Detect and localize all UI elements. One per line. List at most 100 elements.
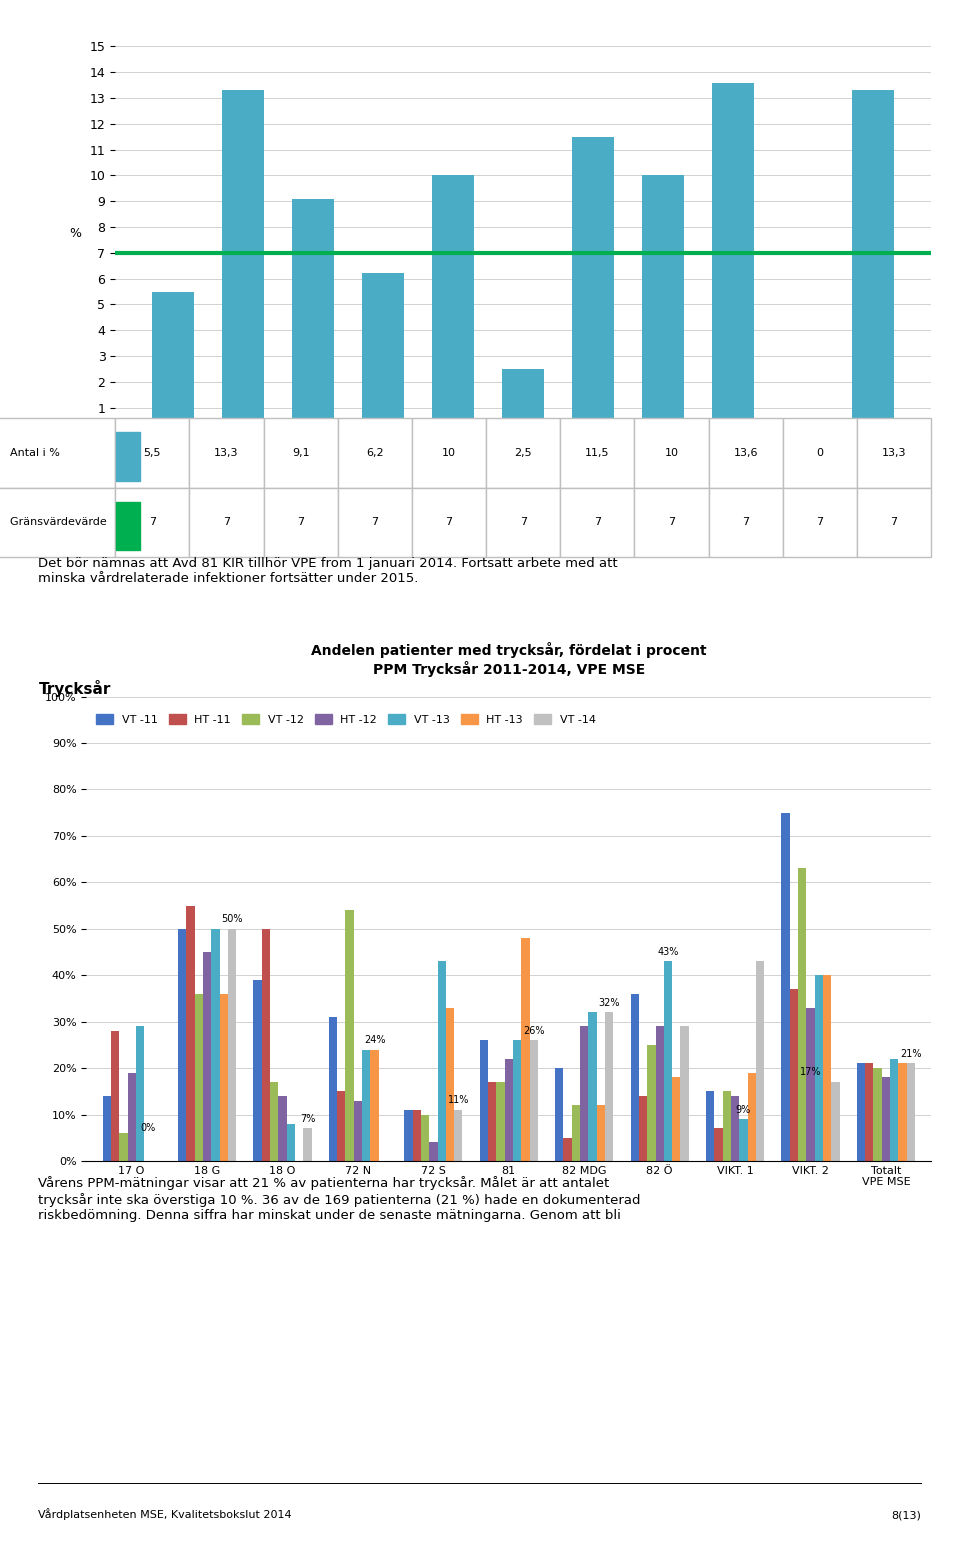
Text: 17%: 17%	[800, 1068, 821, 1077]
Bar	[287, 1124, 295, 1161]
Text: Vårdplatsenheten MSE, Kvalitetsbokslut 2014: Vårdplatsenheten MSE, Kvalitetsbokslut 2…	[38, 1508, 292, 1520]
Bar	[278, 1096, 287, 1161]
Bar	[354, 1101, 362, 1161]
Bar	[404, 1110, 413, 1161]
Bar	[555, 1068, 564, 1161]
Bar	[223, 90, 264, 433]
Text: 26%: 26%	[523, 1026, 544, 1036]
Bar	[781, 813, 790, 1161]
Bar	[116, 502, 140, 550]
Bar	[647, 1045, 656, 1161]
Text: 11%: 11%	[447, 1096, 468, 1105]
Bar	[186, 906, 195, 1161]
Bar	[371, 1050, 378, 1161]
Legend: VT -11, HT -11, VT -12, HT -12, VT -13, HT -13, VT -14: VT -11, HT -11, VT -12, HT -12, VT -13, …	[92, 711, 600, 729]
Bar	[195, 994, 203, 1161]
Bar	[899, 1063, 906, 1161]
Bar	[739, 1119, 748, 1161]
Bar	[857, 1063, 865, 1161]
Bar	[723, 1091, 731, 1161]
Bar	[564, 1138, 572, 1161]
Text: 8(13): 8(13)	[892, 1511, 922, 1520]
Bar	[116, 432, 140, 480]
Bar	[329, 1017, 337, 1161]
Text: Vårens PPM-mätningar visar att 21 % av patienterna har trycksår. Målet är att an: Vårens PPM-mätningar visar att 21 % av p…	[38, 1176, 641, 1221]
Bar	[262, 929, 270, 1161]
Bar	[530, 1040, 538, 1161]
Bar	[445, 1008, 454, 1161]
Bar	[823, 975, 831, 1161]
Bar	[413, 1110, 420, 1161]
Bar	[496, 1082, 505, 1161]
Bar	[605, 1012, 613, 1161]
Bar	[429, 1142, 438, 1161]
Bar	[712, 82, 755, 433]
Bar	[153, 291, 194, 433]
Bar	[454, 1110, 463, 1161]
Bar	[790, 989, 798, 1161]
Bar	[488, 1082, 496, 1161]
Text: Det bör nämnas att Avd 81 KIR tillhör VPE from 1 januari 2014. Fortsatt arbete m: Det bör nämnas att Avd 81 KIR tillhör VP…	[38, 557, 618, 585]
Bar	[852, 90, 894, 433]
Bar	[505, 1059, 513, 1161]
Bar	[706, 1091, 714, 1161]
Bar	[228, 929, 236, 1161]
Bar	[480, 1040, 488, 1161]
Bar	[865, 1063, 874, 1161]
Bar	[639, 1096, 647, 1161]
Bar	[119, 1133, 128, 1161]
Text: 32%: 32%	[598, 998, 620, 1008]
Bar	[656, 1026, 663, 1161]
Bar	[337, 1091, 346, 1161]
Bar	[748, 1073, 756, 1161]
Bar	[292, 198, 334, 433]
Bar	[681, 1026, 688, 1161]
Bar	[672, 1077, 681, 1161]
Text: 43%: 43%	[658, 947, 679, 957]
Bar	[253, 980, 262, 1161]
Bar	[806, 1008, 815, 1161]
Text: 24%: 24%	[364, 1036, 385, 1045]
Text: 21%: 21%	[900, 1050, 922, 1059]
Bar	[831, 1082, 840, 1161]
Bar	[642, 175, 684, 433]
Text: 9%: 9%	[735, 1105, 751, 1115]
Bar	[270, 1082, 278, 1161]
Bar	[663, 961, 672, 1161]
Bar	[756, 961, 764, 1161]
Text: 0%: 0%	[140, 1124, 156, 1133]
Bar	[346, 910, 354, 1161]
Bar	[572, 1105, 580, 1161]
Bar	[220, 994, 228, 1161]
Bar	[874, 1068, 882, 1161]
Bar	[798, 868, 806, 1161]
Bar	[906, 1063, 915, 1161]
Text: Trycksår: Trycksår	[38, 681, 110, 697]
Bar	[890, 1059, 899, 1161]
Bar	[580, 1026, 588, 1161]
Bar	[588, 1012, 597, 1161]
Bar	[714, 1128, 723, 1161]
Bar	[211, 929, 220, 1161]
Bar	[103, 1096, 111, 1161]
Text: 7%: 7%	[300, 1115, 315, 1124]
Bar	[432, 175, 474, 433]
Bar	[203, 952, 211, 1161]
Bar	[362, 1050, 371, 1161]
Bar	[513, 1040, 521, 1161]
Bar	[731, 1096, 739, 1161]
Bar	[882, 1077, 890, 1161]
Text: Andelen patienter med trycksår, fördelat i procent
PPM Trycksår 2011-2014, VPE M: Andelen patienter med trycksår, fördelat…	[311, 642, 707, 676]
Y-axis label: %: %	[70, 228, 82, 240]
Bar	[438, 961, 445, 1161]
Bar	[502, 368, 544, 433]
Bar	[303, 1128, 312, 1161]
Text: 50%: 50%	[221, 915, 243, 924]
Bar	[815, 975, 823, 1161]
Bar	[178, 929, 186, 1161]
Bar	[572, 136, 614, 433]
Bar	[111, 1031, 119, 1161]
Bar	[362, 274, 404, 433]
Bar	[521, 938, 530, 1161]
Bar	[135, 1026, 144, 1161]
